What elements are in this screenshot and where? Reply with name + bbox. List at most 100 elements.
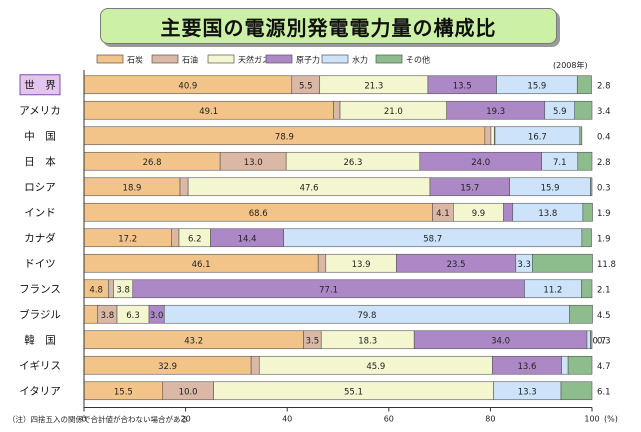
x-tick-label: 20 <box>181 415 191 424</box>
legend-label-1: 石油 <box>182 55 198 65</box>
data-label: 15.9 <box>541 183 560 193</box>
data-label: 32.9 <box>158 362 177 372</box>
legend-label-0: 石炭 <box>127 56 143 65</box>
bar-segment <box>586 330 591 350</box>
category-label: ロシア <box>24 181 56 193</box>
data-label: 18.3 <box>358 336 377 346</box>
data-label: 3.8 <box>116 285 130 295</box>
data-label: 49.1 <box>199 107 218 117</box>
category-label: カナダ <box>24 231 56 244</box>
category-label: イギリス <box>19 360 61 372</box>
data-label: 13.8 <box>538 209 557 219</box>
data-label: 1.9 <box>597 234 611 244</box>
data-label: 3.0 <box>150 311 164 321</box>
data-label: 2.8 <box>597 158 611 168</box>
data-label: 9.9 <box>472 209 486 219</box>
bar-segment <box>569 304 593 324</box>
data-label: 3.4 <box>597 107 611 117</box>
x-tick-label: 0 <box>81 415 86 424</box>
category-label: 中 国 <box>24 129 56 142</box>
data-label: 6.1 <box>597 387 611 397</box>
data-label: 4.8 <box>89 285 103 295</box>
data-label: 17.2 <box>118 234 137 244</box>
bar-segment <box>317 253 327 273</box>
data-label: 16.7 <box>528 132 547 142</box>
category-label: インド <box>24 207 56 219</box>
data-label: 26.8 <box>143 158 162 168</box>
data-label: 15.7 <box>460 183 479 193</box>
bar-segment <box>590 177 593 197</box>
data-label: 34.0 <box>491 336 510 346</box>
bar-segment <box>503 202 514 222</box>
x-axis: 0 20 40 60 80 100 (%) <box>81 70 618 424</box>
bar-segment <box>561 355 569 375</box>
bar-segment <box>108 279 114 299</box>
data-label: 5.5 <box>299 81 313 91</box>
data-label: 0.3 <box>597 183 611 193</box>
bar-segment <box>333 100 341 120</box>
data-label: 79.8 <box>357 311 376 321</box>
data-label: 7.1 <box>553 158 567 168</box>
x-tick-label: 100 <box>584 415 599 424</box>
bar-segment <box>250 355 260 375</box>
data-label: 21.3 <box>364 81 383 91</box>
legend-swatch-1 <box>151 54 179 64</box>
data-label: 0.3 <box>597 336 611 346</box>
category-label: アメリカ <box>19 105 60 117</box>
data-label: 13.5 <box>453 81 472 91</box>
data-label: 4.5 <box>597 311 611 321</box>
data-label: 11.8 <box>597 260 616 270</box>
bar-segment <box>83 304 99 324</box>
data-label: 13.6 <box>518 362 537 372</box>
bar-segment <box>484 126 492 146</box>
bar-segment <box>582 202 593 222</box>
data-label: 11.2 <box>543 285 562 295</box>
world-highlight <box>19 74 61 96</box>
legend-label-3: 原子力 <box>296 55 320 65</box>
data-label: 2.1 <box>597 285 611 295</box>
data-label: 77.1 <box>319 285 338 295</box>
x-tick-label: 60 <box>384 415 394 424</box>
data-label: 21.0 <box>384 107 403 117</box>
data-label: 3.8 <box>101 311 115 321</box>
data-label: 46.1 <box>192 260 211 270</box>
bar-segment <box>567 355 593 375</box>
legend-swatch-5 <box>375 54 403 64</box>
x-tick-label: 40 <box>282 415 292 424</box>
bar-segment <box>577 151 593 171</box>
category-label: 日 本 <box>24 155 56 168</box>
category-label: フランス <box>19 283 61 295</box>
data-label: 15.5 <box>114 387 133 397</box>
data-label: 3.3 <box>517 260 531 270</box>
data-label: 5.9 <box>553 107 567 117</box>
data-label: 13.0 <box>244 158 263 168</box>
data-label: 3.5 <box>306 336 320 346</box>
data-label: 23.5 <box>447 260 466 270</box>
bar-segment <box>579 126 583 146</box>
data-label: 40.9 <box>178 81 197 91</box>
data-label: 13.9 <box>352 260 371 270</box>
category-label: 世 界 <box>24 79 56 91</box>
bar-segment <box>171 228 180 248</box>
bar-segment <box>560 381 593 401</box>
bar-segment <box>532 253 593 273</box>
data-label: 0.4 <box>597 132 611 142</box>
data-label: 6.2 <box>188 234 202 244</box>
bar-segment <box>574 100 593 120</box>
legend-swatch-3 <box>265 54 293 64</box>
data-label: 78.9 <box>275 132 294 142</box>
data-label: 4.7 <box>597 362 611 372</box>
data-label: 6.3 <box>126 311 140 321</box>
bars: 40.95.521.313.515.92.849.11.321.019.35.9… <box>83 75 616 401</box>
chart-title-box: 主要国の電源別発電電力量の構成比 <box>100 8 557 44</box>
data-label: 15.9 <box>527 81 546 91</box>
data-label: 47.6 <box>300 183 319 193</box>
data-label: 19.3 <box>486 107 505 117</box>
category-label: ブラジル <box>19 308 61 321</box>
legend-label-2: 天然ガス <box>238 55 270 65</box>
data-label: 10.0 <box>179 387 198 397</box>
legend-label-5: その他 <box>406 55 430 65</box>
legend-swatch-4 <box>321 54 349 64</box>
